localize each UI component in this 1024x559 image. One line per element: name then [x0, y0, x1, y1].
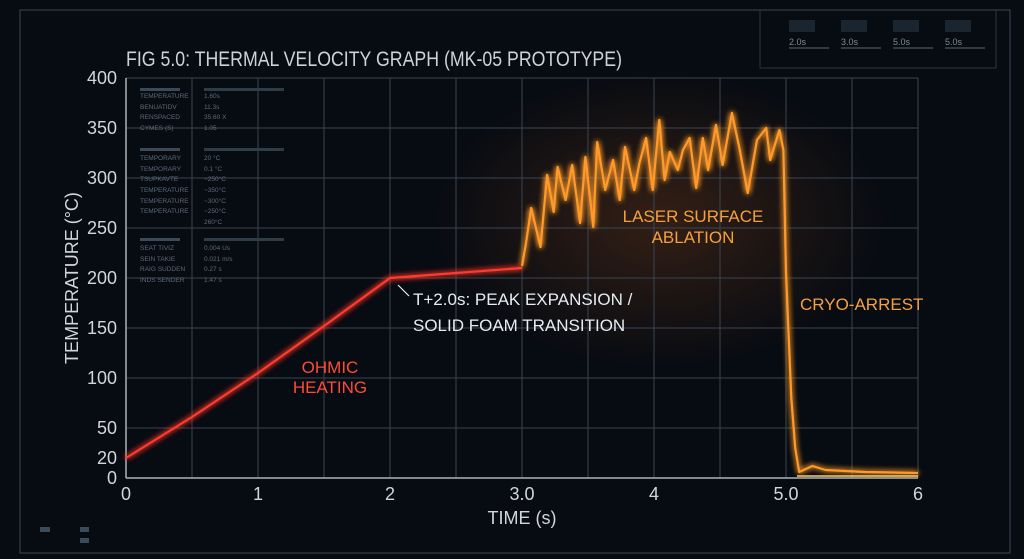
- annotation-ohmic-1: OHMIC: [302, 358, 359, 377]
- overlay-value: 0.27 s: [204, 266, 222, 273]
- footer-mark: [80, 538, 89, 543]
- overlay-bar: [140, 88, 180, 91]
- overlay-label: RAIG SUDDEN: [140, 266, 185, 273]
- y-tick-label: 300: [87, 168, 117, 188]
- y-tick-label: 20: [97, 448, 117, 468]
- x-axis-label: TIME (s): [488, 508, 557, 528]
- overlay-value: ~300°C: [204, 197, 226, 205]
- annotation-peak-2: SOLID FOAM TRANSITION: [413, 316, 625, 335]
- annotation-laser-2: ABLATION: [652, 228, 735, 247]
- annotation-pointer: [397, 284, 410, 297]
- overlay-label: TEMPERATURE: [140, 93, 189, 100]
- overlay-label: SEIN TAKIE: [140, 256, 176, 263]
- overlay-value: 260°C: [204, 218, 222, 226]
- status-panel-value: 5.0s: [945, 37, 963, 47]
- status-panel-value: 5.0s: [893, 37, 911, 47]
- overlay-label: TEMPORARY: [140, 166, 182, 173]
- y-axis-ticks: 020 50 100 150 200 250 300 350 400: [87, 68, 117, 488]
- x-tick-label: 1: [253, 484, 263, 504]
- overlay-table: TEMPERATURE 1.60s BENUATIDV 11.3s RENSPACED 3…: [140, 88, 284, 284]
- status-panel-frame: [759, 9, 997, 69]
- overlay-value: 35.60 X: [204, 114, 227, 121]
- overlay-value: 1.05: [204, 125, 217, 132]
- status-panel-caption: [893, 20, 919, 32]
- overlay-bar: [140, 238, 180, 241]
- overlay-bar: [204, 238, 284, 241]
- overlay-value: 20 °C: [204, 154, 221, 162]
- status-panel-caption: [841, 20, 867, 32]
- y-tick-label: 250: [87, 218, 117, 238]
- overlay-value: ~350°C: [204, 186, 226, 194]
- overlay-value: ~250°C: [204, 207, 226, 215]
- outer-frame: [19, 9, 1011, 554]
- overlay-value: 1.60s: [204, 93, 221, 100]
- annotation-laser-1: LASER SURFACE: [623, 207, 764, 226]
- overlay-label: TEMPORARY: [140, 155, 182, 162]
- footer-mark: [80, 527, 89, 532]
- y-tick-label: 100: [87, 368, 117, 388]
- y-tick-label: 350: [87, 118, 117, 138]
- x-axis-ticks: 0 1 2 3.0 4 5.0 6: [121, 484, 923, 504]
- overlay-value: 0.1 °C: [204, 165, 222, 173]
- x-tick-label: 2: [385, 484, 395, 504]
- overlay-label: SEAT TIVIZ: [140, 245, 174, 252]
- x-tick-label: 3.0: [509, 484, 534, 504]
- overlay-label: TEMPERATURE: [140, 208, 189, 215]
- status-panel-value: 3.0s: [841, 37, 859, 47]
- annotation-cryo: CRYO-ARREST: [800, 295, 923, 314]
- series-group: [125, 111, 919, 475]
- overlay-label: TSUPKAVTE: [140, 176, 179, 183]
- status-panel-caption: [789, 20, 815, 32]
- series-line-0: [125, 266, 523, 459]
- y-tick-label: 50: [97, 418, 117, 438]
- x-tick-label: 4: [649, 484, 659, 504]
- overlay-label: CYMES (S): [140, 125, 174, 132]
- x-tick-label: 5.0: [773, 484, 798, 504]
- overlay-value: 1.47 s: [204, 277, 222, 284]
- overlay-value: 0.004 Us: [204, 245, 231, 252]
- y-tick-label: 150: [87, 318, 117, 338]
- overlay-value: 11.3s: [204, 104, 220, 111]
- status-panels: 2.0s 3.0s 5.0s 5.0s: [40, 9, 997, 543]
- footer-mark: [40, 527, 50, 532]
- overlay-bar: [204, 88, 284, 91]
- overlay-bar: [140, 148, 180, 151]
- overlay-label: INDS SENDER: [140, 277, 185, 284]
- x-tick-label: 6: [913, 484, 923, 504]
- overlay-value: ~250°C: [204, 175, 226, 183]
- y-tick-label: 400: [87, 68, 117, 88]
- y-tick-label: 0: [107, 468, 117, 488]
- chart-title: FIG 5.0: THERMAL VELOCITY GRAPH (MK-05 P…: [126, 48, 622, 71]
- annotation-ohmic-2: HEATING: [293, 378, 367, 397]
- annotation-peak-1: T+2.0s: PEAK EXPANSION /: [413, 290, 633, 309]
- overlay-label: TEMPERATURE: [140, 187, 189, 194]
- series-line-1: [520, 111, 919, 475]
- overlay-label: RENSPACED: [140, 114, 180, 121]
- status-panel-caption: [945, 20, 971, 32]
- overlay-value: 0.021 m/s: [204, 256, 233, 263]
- y-tick-label: 200: [87, 268, 117, 288]
- y-axis-label: TEMPERATURE (°C): [62, 192, 82, 364]
- overlay-label: TEMPERATURE: [140, 198, 189, 205]
- status-panel-value: 2.0s: [789, 37, 807, 47]
- overlay-label: BENUATIDV: [140, 104, 177, 111]
- x-tick-label: 0: [121, 484, 131, 504]
- overlay-bar: [204, 148, 284, 151]
